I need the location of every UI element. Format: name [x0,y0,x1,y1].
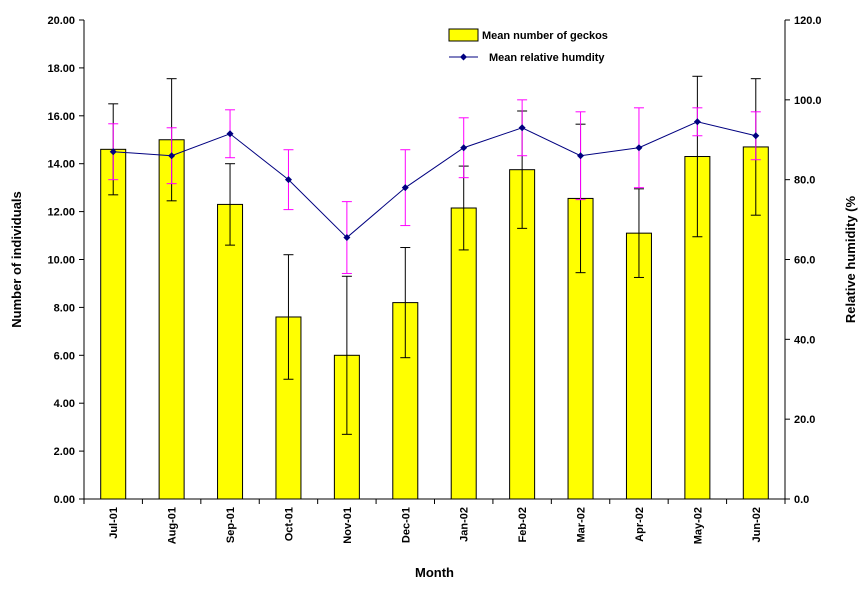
y-tick-label: 18.00 [47,63,75,75]
humidity-point-Jan-02 [460,144,468,152]
y-tick-label: 20.00 [47,15,75,27]
y-tick-label: 0.00 [54,494,75,506]
bar-Dec-01 [392,302,419,500]
x-tick-label: Mar-02 [576,507,588,542]
humidity-point-Oct-01 [284,176,292,184]
y2-tick-label: 120.0 [794,15,822,27]
legend-marker-humidity [460,53,467,61]
y2-tick-label: 80.0 [794,175,815,187]
x-tick-label: Dec-01 [400,507,412,543]
axes-layer [79,19,790,504]
y2-tick-label: 20.0 [794,414,815,426]
line-layer [109,118,760,242]
y-tick-label: 8.00 [54,302,75,314]
humidity-point-Mar-02 [577,152,585,160]
humidity-point-Jun-02 [752,132,760,140]
y-tick-label: 10.00 [47,255,75,267]
y-tick-label: 4.00 [54,398,75,410]
x-tick-label: Jul-01 [108,507,120,539]
x-tick-label: Oct-01 [283,507,295,541]
y-tick-label: 16.00 [47,111,75,123]
y-tick-label: 2.00 [54,446,75,458]
humidity-line [113,121,756,239]
x-axis-title: Month [415,565,454,580]
bar-error-bars-layer [108,75,761,435]
y-tick-label: 12.00 [47,207,75,219]
legend-label-geckos: Mean number of geckos [482,30,608,42]
x-tick-label: Sep-01 [225,507,237,543]
humidity-point-Dec-01 [401,184,409,192]
bar-Jul-01 [100,148,127,500]
bars-layer [100,139,769,500]
humidity-point-Nov-01 [343,234,351,242]
humidity-point-Sep-01 [226,130,234,138]
labels-layer: 0.00 2.00 4.00 6.00 8.00 10.00 12.00 14.00 16.00… [9,15,858,580]
y2-axis-title: Relative humidity (% [843,195,858,323]
y2-tick-label: 0.0 [794,494,809,506]
x-tick-label: May-02 [692,507,704,544]
humidity-point-Feb-02 [518,124,526,132]
humidity-point-Apr-02 [635,144,643,152]
x-tick-label: Jan-02 [459,507,471,542]
humidity-point-May-02 [693,118,701,126]
y2-tick-label: 40.0 [794,334,815,346]
x-tick-label: Feb-02 [517,507,529,542]
y2-tick-label: 100.0 [794,95,822,107]
x-tick-label: Apr-02 [634,507,646,542]
y2-tick-label: 60.0 [794,255,815,267]
y-tick-label: 6.00 [54,350,75,362]
x-tick-label: Aug-01 [167,507,179,544]
humidity-point-Aug-01 [168,152,176,160]
x-tick-label: Jun-02 [751,507,763,542]
line-error-bars-layer [108,99,761,274]
legend: Mean number of geckos Mean relative humdi… [448,28,608,64]
y-tick-label: 14.00 [47,159,75,171]
bar-Sep-01 [217,203,244,500]
bar-Jan-02 [450,207,477,500]
humidity-point-Jul-01 [109,148,117,156]
legend-label-humidity: Mean relative humdity [489,52,605,64]
x-tick-label: Nov-01 [342,507,354,544]
legend-swatch-geckos [448,28,479,42]
y-axis-title: Number of individuals [9,191,24,328]
